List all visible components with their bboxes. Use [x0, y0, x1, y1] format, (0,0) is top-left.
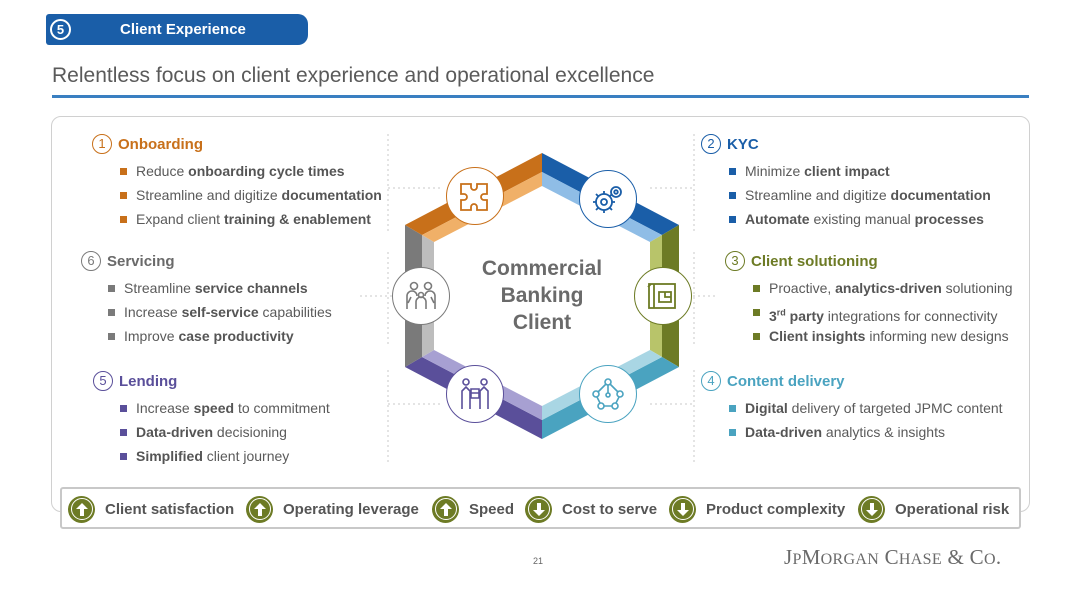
list-item: Streamline and digitize documentation [729, 183, 991, 207]
list-item: Data-driven analytics & insights [729, 420, 1003, 444]
feature-number: 3 [725, 251, 745, 271]
feature-content-delivery: 4 Content delivery Digital delivery of t… [701, 370, 1003, 444]
metric-operating-leverage: Operating leverage [246, 495, 419, 523]
list-item: Reduce onboarding cycle times [120, 159, 382, 183]
metric-label: Product complexity [706, 500, 846, 518]
list-item: Streamline service channels [108, 276, 332, 300]
metrics-bar: Client satisfaction Operating leverage S… [60, 487, 1021, 529]
center-label-line: Commercial [481, 257, 603, 280]
section-number: 5 [50, 19, 71, 40]
list-item: Proactive, analytics-driven solutioning [753, 276, 1013, 300]
people-icon [392, 267, 450, 325]
page-title: Relentless focus on client experience an… [52, 64, 655, 87]
title-rule [52, 95, 1029, 98]
arrow-down-icon [525, 495, 552, 523]
arrow-down-icon [669, 495, 696, 523]
list-item: Automate existing manual processes [729, 207, 991, 231]
list-item: Increase speed to commitment [120, 396, 330, 420]
feature-onboarding: 1 Onboarding Reduce onboarding cycle tim… [92, 133, 382, 231]
metric-client-satisfaction: Client satisfaction [68, 495, 234, 523]
list-item: Client insights informing new designs [753, 324, 1013, 348]
metric-speed: Speed [432, 495, 514, 523]
metric-operational-risk: Operational risk [858, 495, 1009, 523]
metric-cost-to-serve: Cost to serve [525, 495, 657, 523]
feature-number: 6 [81, 251, 101, 271]
gears-icon [579, 170, 637, 228]
list-item: Simplified client journey [120, 444, 330, 468]
center-label: Commercial Banking Client [462, 255, 622, 336]
feature-number: 4 [701, 371, 721, 391]
list-item: Minimize client impact [729, 159, 991, 183]
feature-kyc: 2 KYC Minimize client impact Streamline … [701, 133, 991, 231]
metric-label: Operational risk [895, 500, 1010, 518]
arrow-down-icon [858, 495, 885, 523]
center-label-line: Banking [500, 284, 584, 307]
list-item: Increase self-service capabilities [108, 300, 332, 324]
section-label: Client Experience [120, 21, 246, 38]
feature-title: Lending [119, 372, 178, 390]
metric-product-complexity: Product complexity [669, 495, 845, 523]
arrow-up-icon [432, 495, 459, 523]
metric-label: Speed [469, 500, 515, 518]
metric-label: Client satisfaction [105, 500, 235, 518]
arrow-up-icon [68, 495, 95, 523]
puzzle-icon [446, 167, 504, 225]
handshake-icon [446, 365, 504, 423]
feature-title: Client solutioning [751, 252, 878, 270]
feature-number: 2 [701, 134, 721, 154]
feature-number: 1 [92, 134, 112, 154]
page-number: 21 [533, 556, 544, 566]
blueprint-icon [634, 267, 692, 325]
feature-title: Onboarding [118, 135, 203, 153]
feature-servicing: 6 Servicing Streamline service channels … [81, 250, 332, 348]
feature-client-solutioning: 3 Client solutioning Proactive, analytic… [725, 250, 1013, 348]
center-label-line: Client [512, 311, 572, 334]
list-item: Digital delivery of targeted JPMC conten… [729, 396, 1003, 420]
metric-label: Operating leverage [283, 500, 419, 518]
feature-number: 5 [93, 371, 113, 391]
list-item: Improve case productivity [108, 324, 332, 348]
list-item: Streamline and digitize documentation [120, 183, 382, 207]
list-item: Data-driven decisioning [120, 420, 330, 444]
list-item: Expand client training & enablement [120, 207, 382, 231]
company-logo: JPMORGAN CHASE & CO. [784, 545, 1002, 569]
section-tab: 5 Client Experience [46, 14, 308, 45]
arrow-up-icon [246, 495, 273, 523]
feature-title: Content delivery [727, 372, 845, 390]
feature-title: Servicing [107, 252, 175, 270]
feature-lending: 5 Lending Increase speed to commitment D… [93, 370, 330, 468]
feature-title: KYC [727, 135, 759, 153]
metric-label: Cost to serve [562, 500, 658, 518]
network-icon [579, 365, 637, 423]
list-item: 3rd party integrations for connectivity [753, 300, 1013, 324]
